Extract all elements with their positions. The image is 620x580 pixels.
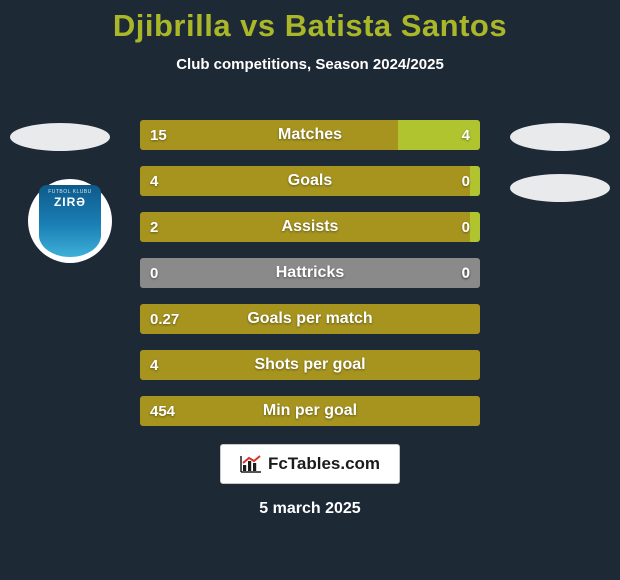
stat-row: 000Hattricks	[140, 258, 480, 288]
stat-row: 154Matches	[140, 120, 480, 150]
right-team-slot-1	[510, 123, 610, 151]
badge-text: ZIRƏ	[54, 195, 86, 209]
stat-left-value: 2	[150, 219, 158, 236]
stat-right-segment: 0	[470, 166, 480, 196]
stat-left-segment: 4	[140, 350, 480, 380]
logo-text: FcTables.com	[268, 454, 380, 474]
stat-right-value: 0	[462, 173, 470, 190]
stat-left-segment: 4	[140, 166, 470, 196]
stat-right-segment: 0	[470, 212, 480, 242]
chart-icon	[240, 454, 262, 474]
stat-right-value: 0	[462, 265, 470, 282]
stat-right-value: 4	[462, 127, 470, 144]
stat-row: 40Goals	[140, 166, 480, 196]
stat-left-value: 4	[150, 173, 158, 190]
stat-left-value: 454	[150, 403, 175, 420]
stat-row: 0.27Goals per match	[140, 304, 480, 334]
left-team-badge: FUTBOL KLUBU ZIRƏ	[28, 179, 112, 263]
left-team-slot-1	[10, 123, 110, 151]
subtitle: Club competitions, Season 2024/2025	[0, 56, 620, 73]
fctables-logo: FcTables.com	[220, 444, 400, 484]
stat-row: 454Min per goal	[140, 396, 480, 426]
stat-row: 20Assists	[140, 212, 480, 242]
right-team-slot-2	[510, 174, 610, 202]
stat-left-value: 4	[150, 357, 158, 374]
stat-right-segment: 4	[398, 120, 480, 150]
stat-left-segment: 0	[140, 258, 470, 288]
stat-left-segment: 454	[140, 396, 480, 426]
stat-row: 4Shots per goal	[140, 350, 480, 380]
stat-right-segment: 0	[470, 258, 480, 288]
stat-left-value: 15	[150, 127, 167, 144]
stat-left-value: 0.27	[150, 311, 179, 328]
stat-right-value: 0	[462, 219, 470, 236]
stat-left-segment: 2	[140, 212, 470, 242]
stat-left-value: 0	[150, 265, 158, 282]
stat-left-segment: 15	[140, 120, 398, 150]
generated-date: 5 march 2025	[0, 500, 620, 518]
stat-left-segment: 0.27	[140, 304, 480, 334]
stats-bars: 154Matches40Goals20Assists000Hattricks0.…	[140, 120, 480, 442]
page-title: Djibrilla vs Batista Santos	[0, 0, 620, 44]
